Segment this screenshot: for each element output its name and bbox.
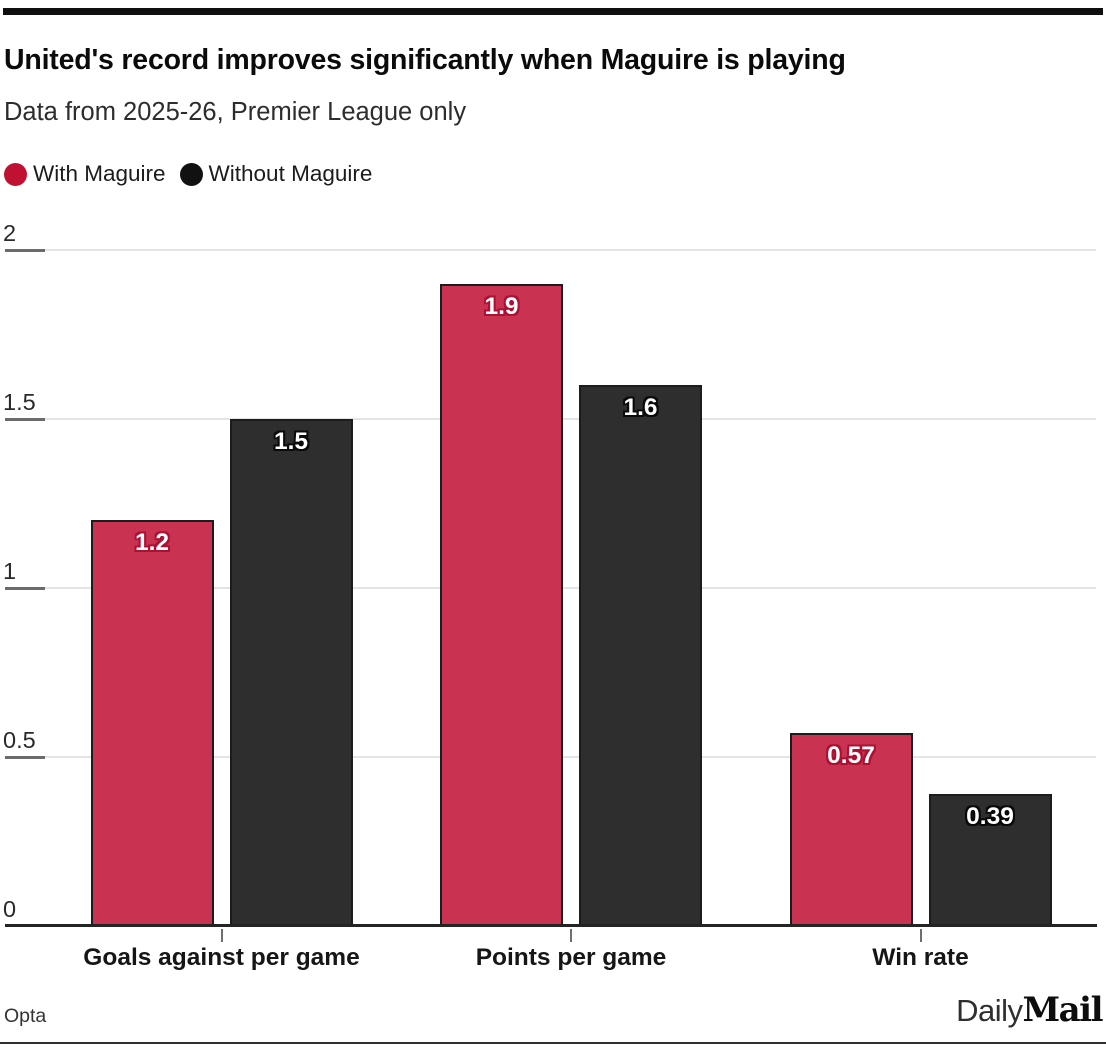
y-axis-tick-label: 1.5 <box>3 389 36 415</box>
daily-mail-logo-mail: Mail <box>1022 990 1104 1030</box>
bar-value-label: 0.39 <box>966 803 1014 831</box>
bar-without-maguire <box>579 385 702 926</box>
x-axis-category-tick <box>220 929 223 942</box>
legend: With Maguire Without Maguire <box>4 161 386 187</box>
y-axis-tick-label: 2 <box>3 220 17 246</box>
bar-value-label: 1.9 <box>484 292 519 320</box>
legend-label: Without Maguire <box>208 161 373 186</box>
bar-without-maguire <box>229 419 353 926</box>
x-axis-category-tick <box>919 929 922 942</box>
bar-with-maguire <box>90 520 214 926</box>
chart-title: United's record improves significantly w… <box>4 44 846 76</box>
y-axis-tick-label: 0 <box>3 896 17 922</box>
bar-value-label: 0.57 <box>827 742 875 770</box>
x-axis-category-label: Win rate <box>872 944 969 971</box>
gridline-tick-segment <box>5 249 45 252</box>
legend-label: With Maguire <box>33 161 166 186</box>
gridline-tick-segment <box>5 418 45 421</box>
source-credit: Opta <box>4 1005 47 1027</box>
top-accent-bar <box>3 8 1103 15</box>
daily-mail-logo-daily: Daily <box>956 993 1023 1028</box>
chart-subtitle: Data from 2025-26, Premier League only <box>4 98 467 126</box>
legend-dot-without-maguire-icon <box>179 162 203 186</box>
x-axis-category-label: Goals against per game <box>83 944 360 971</box>
gridline-tick-segment <box>5 756 45 759</box>
x-axis-category-tick <box>570 929 572 942</box>
y-axis-tick-label: 0.5 <box>3 727 36 753</box>
bar-with-maguire <box>789 733 913 926</box>
legend-item-with-maguire: With Maguire <box>4 161 166 187</box>
y-axis-tick-label: 1 <box>3 558 17 584</box>
bar-value-label: 1.5 <box>273 428 309 455</box>
bar-value-label: 1.2 <box>134 529 170 557</box>
x-axis-category-label: Points per game <box>475 944 667 971</box>
legend-item-without-maguire: Without Maguire <box>179 161 373 187</box>
bottom-divider <box>0 1042 1106 1044</box>
gridline-tick-segment <box>5 587 45 590</box>
x-axis-line <box>5 924 1097 927</box>
bar-with-maguire <box>440 283 563 926</box>
legend-dot-with-maguire-icon <box>4 162 27 186</box>
daily-mail-logo: Daily Mail <box>956 990 1104 1030</box>
bar-value-label: 1.6 <box>623 394 658 422</box>
gridline <box>5 249 1096 251</box>
